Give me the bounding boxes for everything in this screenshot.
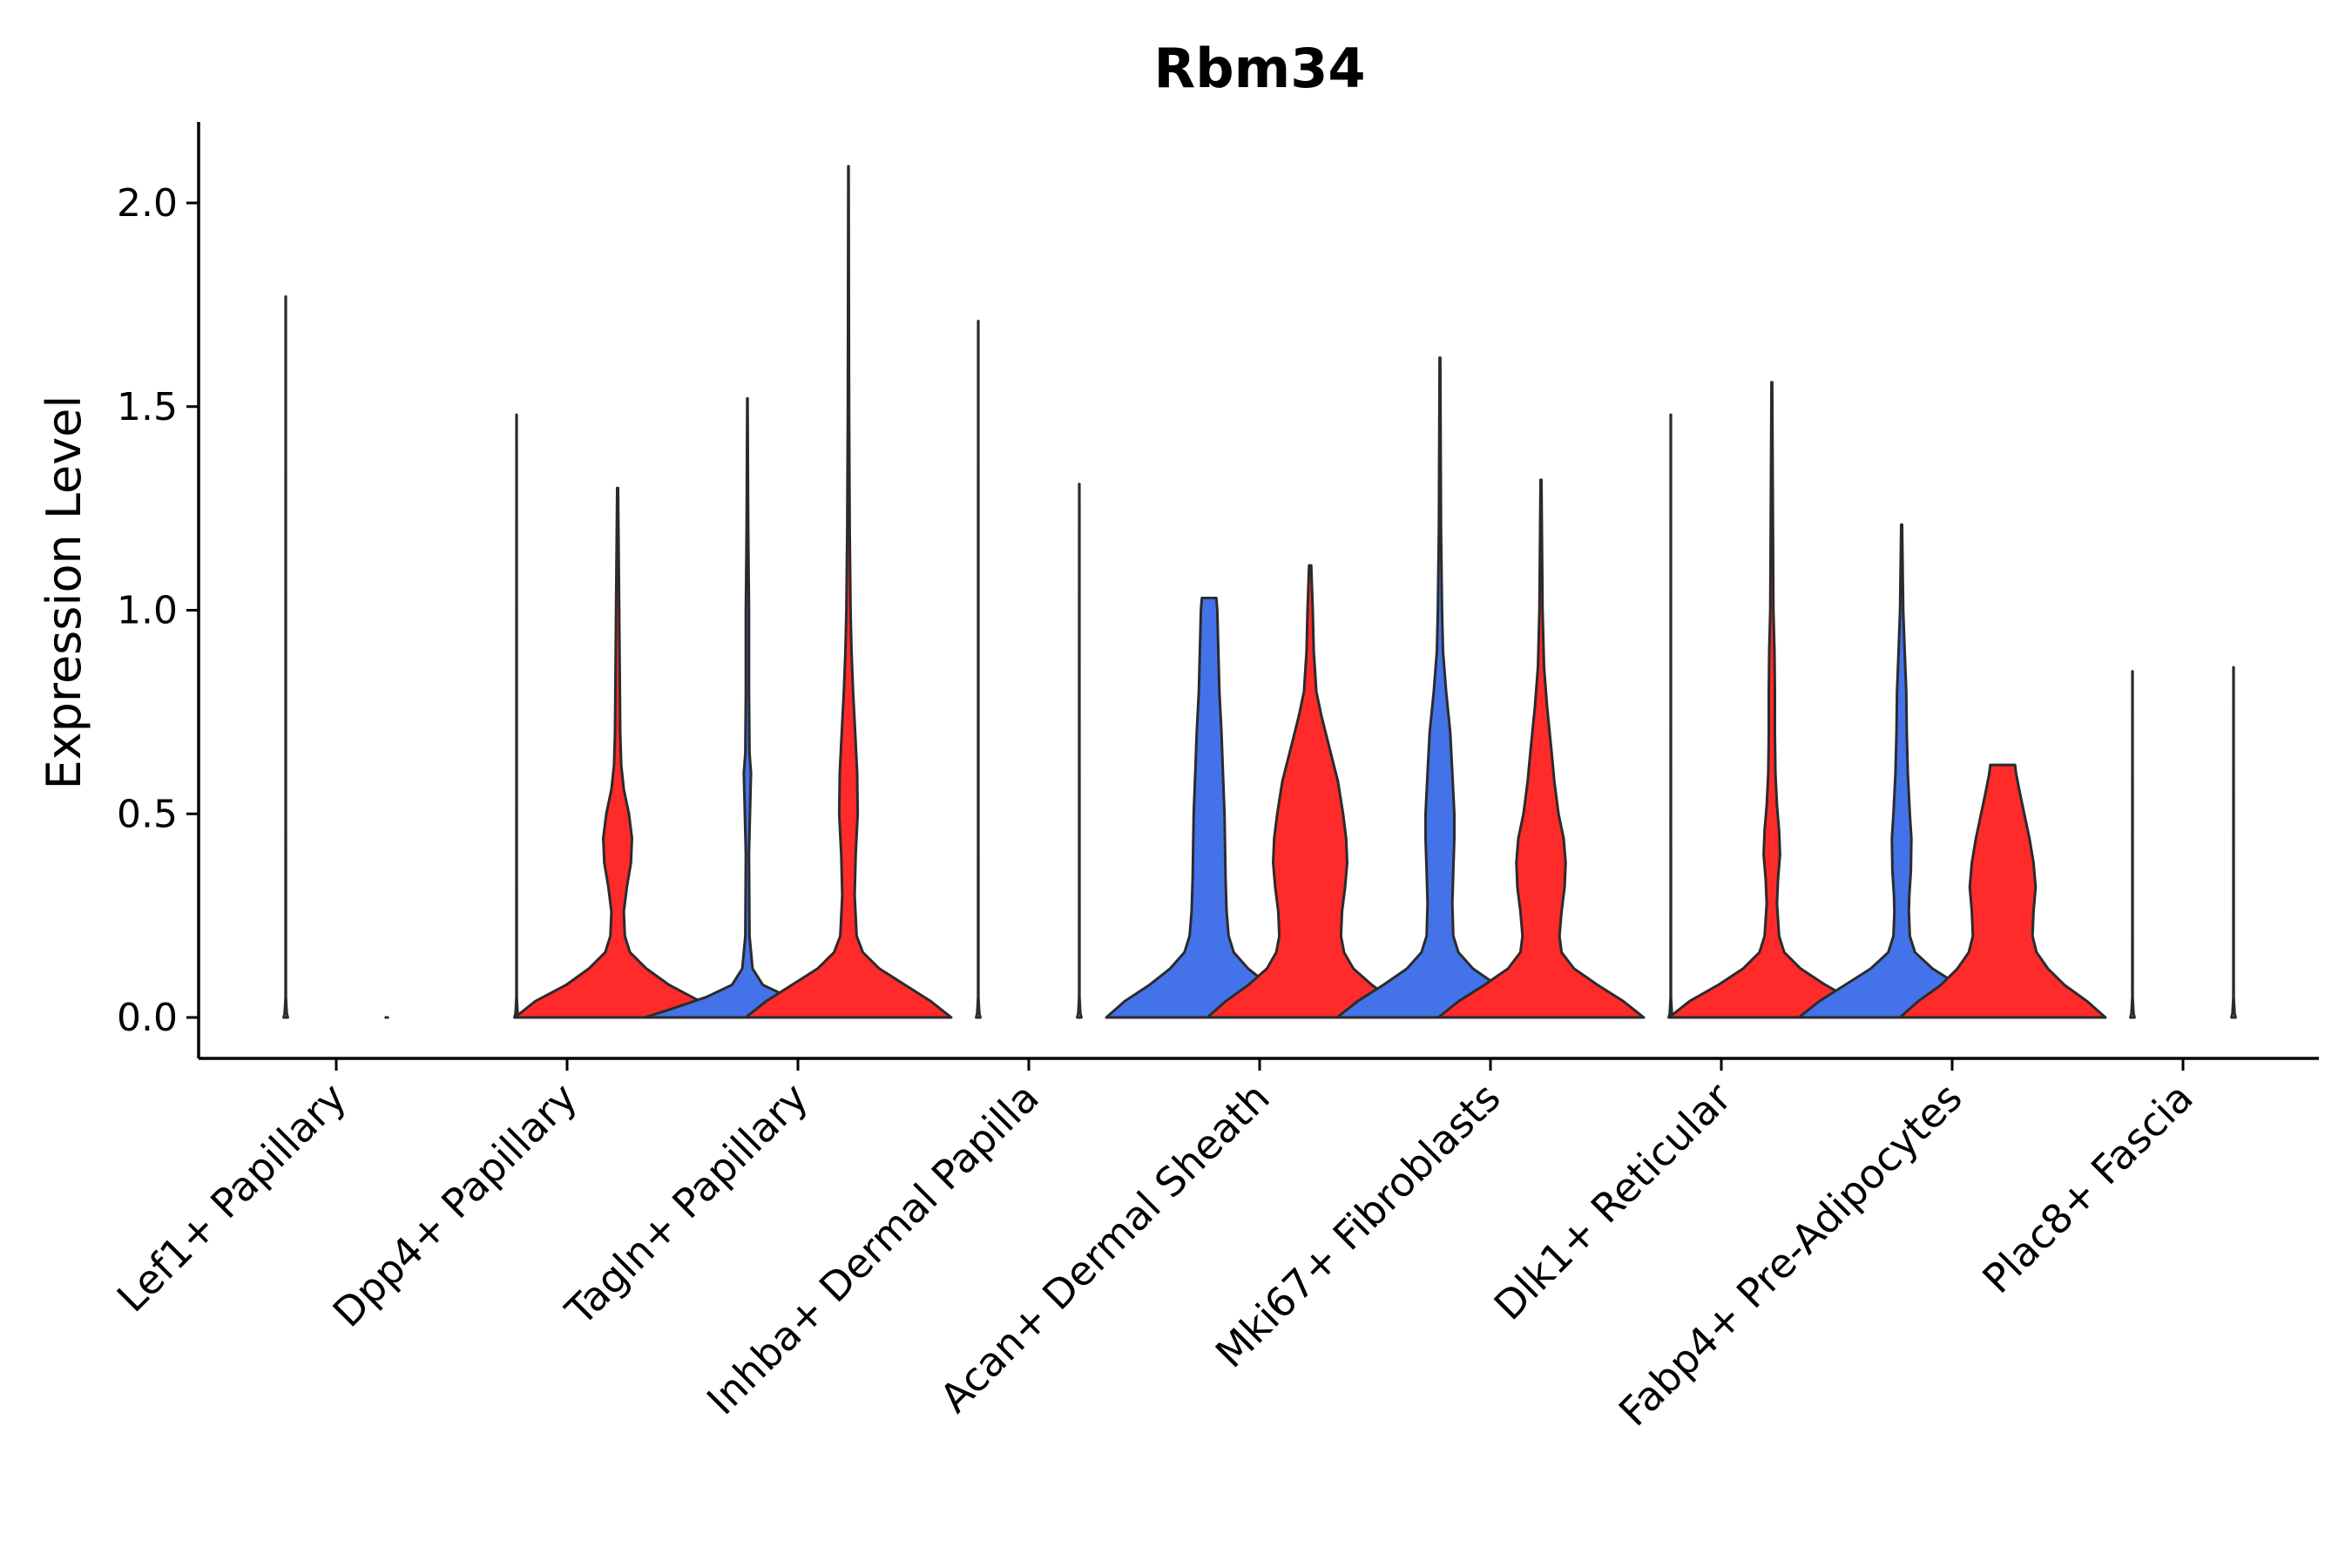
violin-plac8-fascia-blue: [2129, 670, 2136, 1019]
x-tick-label: Tagln+ Papillary: [556, 1074, 817, 1335]
y-tick-label: 0.5: [117, 792, 178, 836]
violin-tagln-papillary-red: [744, 165, 953, 1019]
violin-fabp4-pre-adipocytes-red: [1898, 763, 2107, 1019]
y-ticks: 0.0 0.5 1.0 1.5 2.0: [117, 181, 199, 1040]
y-tick-label: 1.0: [117, 589, 178, 633]
violin-acan-dermal-sheath-blue: [1105, 597, 1314, 1019]
violin-mki67-fibroblasts-red: [1436, 478, 1646, 1019]
x-tick-label: Plac8+ Fascia: [1973, 1074, 2201, 1302]
violin-tagln-papillary-blue: [643, 396, 852, 1019]
violin-dlk1-reticular-blue: [1667, 413, 1674, 1019]
y-axis-label: Expression Level: [37, 395, 91, 790]
violin-mki67-fibroblasts-blue: [1335, 356, 1544, 1019]
violin-lef1-papillary-blue: [282, 295, 289, 1019]
violin-dpp4-papillary-red: [513, 486, 722, 1019]
violin-dpp4-papillary-blue: [513, 413, 520, 1019]
chart-title: Rbm34: [1153, 37, 1365, 100]
violin-plac8-fascia-red: [2230, 666, 2237, 1019]
y-tick-label: 1.5: [117, 385, 178, 429]
violin-layer: [282, 165, 2237, 1019]
violin-inhba-dermal-papilla-red: [1076, 483, 1083, 1019]
x-tick-label: Dlk1+ Reticular: [1485, 1074, 1740, 1329]
x-tick-label: Lef1+ Papillary: [108, 1074, 355, 1321]
violin-acan-dermal-sheath-red: [1206, 564, 1415, 1019]
x-tick-label: Dpp4+ Papillary: [324, 1074, 586, 1336]
y-tick-label: 0.0: [117, 996, 178, 1040]
violin-inhba-dermal-papilla-blue: [975, 320, 982, 1019]
violin-fabp4-pre-adipocytes-blue: [1797, 523, 2006, 1019]
y-tick-label: 2.0: [117, 181, 178, 226]
violin-dlk1-reticular-red: [1667, 381, 1876, 1019]
